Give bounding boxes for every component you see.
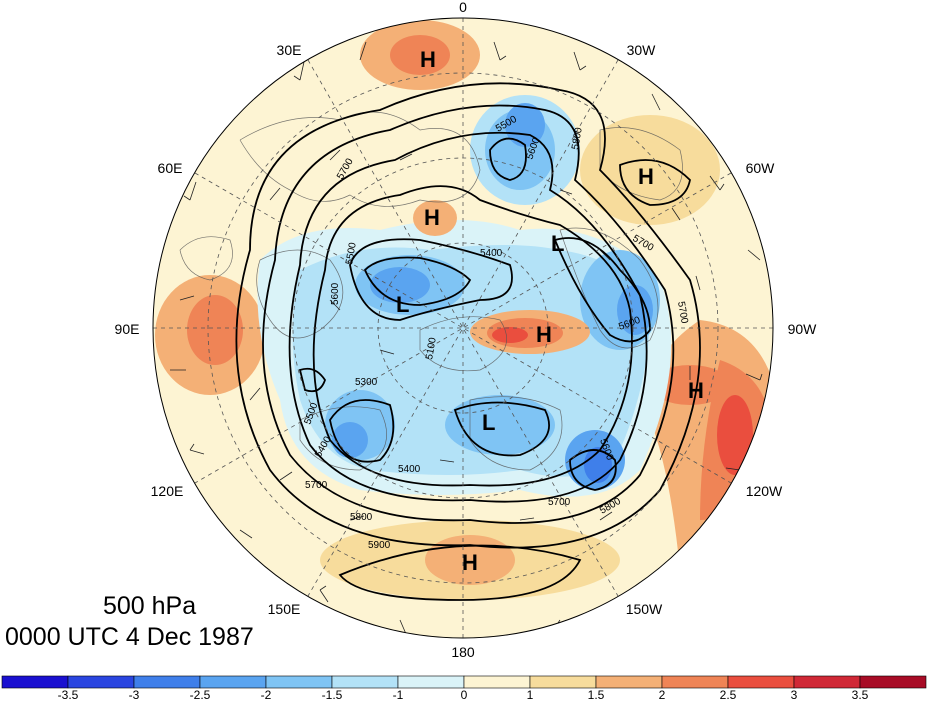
- colorbar-tick-label: -2: [261, 688, 272, 702]
- contour-label: 5400: [480, 248, 503, 259]
- colorbar-tick-label: 1: [527, 688, 534, 702]
- colorbar-swatch: [199, 675, 267, 689]
- contour-label: 5300: [355, 377, 378, 388]
- colorbar-swatch: [331, 675, 399, 689]
- pressure-level-title: 500 hPa: [103, 592, 197, 620]
- graticule: [153, 18, 773, 638]
- lon-label-90w: 90W: [788, 321, 818, 337]
- colorbar-swatch: [661, 675, 729, 689]
- colorbar-tick-label: -3: [129, 688, 140, 702]
- high-center-marker: H: [688, 378, 704, 403]
- contour-label: 5100: [424, 336, 439, 360]
- low-center-marker: L: [551, 231, 564, 256]
- lon-label-30e: 30E: [277, 42, 302, 58]
- colorbar-swatch: [463, 675, 531, 689]
- colorbar-swatch: [595, 675, 663, 689]
- anomaly-shading: [153, 18, 773, 638]
- lon-label-60e: 60E: [158, 160, 183, 176]
- colorbar-tick-label: 3: [791, 688, 798, 702]
- colorbar-tick-label: 2.5: [720, 688, 737, 702]
- lon-label-120w: 120W: [746, 483, 783, 499]
- valid-time-title: 0000 UTC 4 Dec 1987: [5, 623, 254, 651]
- contour-label: 5700: [675, 301, 690, 325]
- colorbar: -3.5 -3 -2.5 -2 -1.5 -1 0 1 1.5 2 2.5 3 3.5: [1, 675, 927, 702]
- high-center-marker: H: [638, 164, 654, 189]
- contour-label: 5400: [398, 464, 421, 475]
- contour-label: 5600: [330, 282, 341, 305]
- lon-label-120e: 120E: [151, 483, 184, 499]
- colorbar-swatch: [859, 675, 927, 689]
- height-contours: [235, 82, 701, 601]
- high-center-marker: H: [424, 205, 440, 230]
- lon-label-150e: 150E: [268, 601, 301, 617]
- colorbar-swatch: [793, 675, 861, 689]
- colorbar-swatch: [1, 675, 69, 689]
- colorbar-tick-label: 0: [461, 688, 468, 702]
- contour-label: 5800: [570, 126, 585, 150]
- lon-label-150w: 150W: [626, 601, 663, 617]
- low-center-marker: L: [482, 410, 495, 435]
- high-center-marker: H: [462, 550, 478, 575]
- contour-label: 5500: [344, 241, 359, 265]
- contour-label: 5900: [368, 540, 391, 551]
- pressure-centers: H H H H H H L L L: [396, 47, 704, 575]
- colorbar-swatch: [397, 675, 465, 689]
- longitude-labels: 0 30E 30W 60E 60W 90E 90W 120E 120W 150E…: [115, 0, 818, 660]
- contour-label: 5700: [305, 480, 328, 491]
- colorbar-tick-label: -3.5: [58, 688, 79, 702]
- contour-label: 5800: [350, 512, 373, 523]
- lon-label-60w: 60W: [746, 160, 776, 176]
- colorbar-tick-label: -1.5: [322, 688, 343, 702]
- colorbar-swatch: [727, 675, 795, 689]
- colorbar-swatch: [67, 675, 135, 689]
- contour-label: 5700: [548, 497, 571, 508]
- lon-label-30w: 30W: [627, 42, 657, 58]
- colorbar-tick-label: -1: [393, 688, 404, 702]
- colorbar-swatch: [529, 675, 597, 689]
- coastlines: [179, 111, 683, 471]
- high-center-marker: H: [536, 322, 552, 347]
- lon-label-90e: 90E: [115, 321, 140, 337]
- lon-label-180: 180: [451, 644, 475, 660]
- colorbar-swatch: [265, 675, 333, 689]
- colorbar-tick-label: 2: [659, 688, 666, 702]
- low-center-marker: L: [396, 292, 409, 317]
- high-center-marker: H: [420, 47, 436, 72]
- colorbar-tick-label: -2.5: [190, 688, 211, 702]
- colorbar-tick-label: 3.5: [852, 688, 869, 702]
- colorbar-tick-label: 1.5: [588, 688, 605, 702]
- colorbar-swatch: [133, 675, 201, 689]
- lon-label-0: 0: [459, 0, 467, 15]
